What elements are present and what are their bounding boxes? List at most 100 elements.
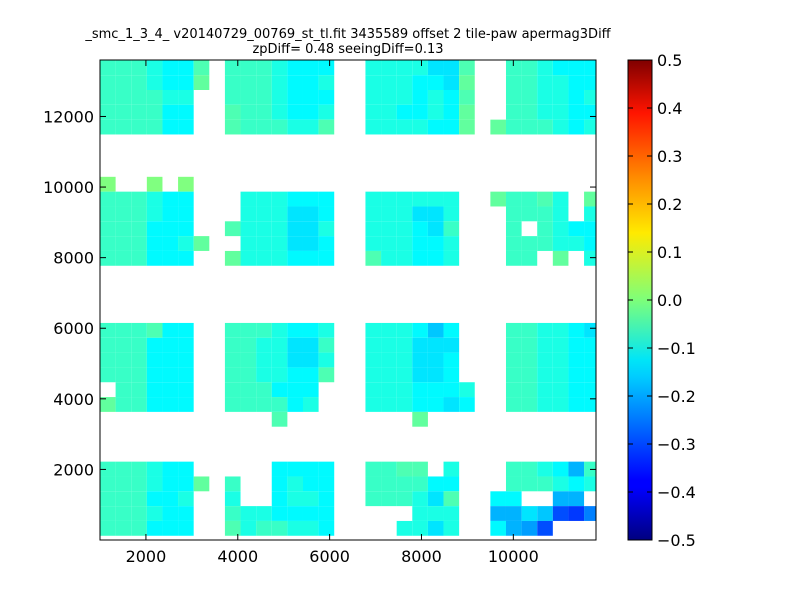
heatmap-cell (505, 191, 522, 207)
heatmap-cell (412, 397, 428, 412)
heatmap-cell (302, 206, 319, 222)
heatmap-cell (427, 119, 444, 135)
heatmap-cell (287, 367, 303, 383)
heatmap-cell (552, 191, 569, 207)
heatmap-cell (271, 119, 288, 135)
heatmap-cell (381, 236, 397, 251)
heatmap-cell (287, 352, 303, 368)
heatmap-cell (287, 491, 303, 507)
heatmap-cell (100, 104, 116, 120)
heatmap-cell (256, 250, 272, 266)
heatmap-cell (131, 382, 147, 398)
x-tick-label: 4000 (217, 547, 258, 566)
heatmap-cell (131, 60, 147, 76)
heatmap-cell (443, 352, 460, 368)
heatmap-cell (381, 221, 397, 237)
heatmap-cell (537, 461, 553, 477)
heatmap-cell (537, 104, 553, 120)
heatmap-cell (521, 236, 538, 251)
heatmap-cell (240, 191, 257, 207)
heatmap-cell (240, 352, 257, 368)
heatmap-cell (115, 90, 132, 105)
heatmap-cell (287, 250, 303, 266)
heatmap-cell (178, 236, 194, 251)
heatmap-cell (240, 75, 257, 90)
heatmap-cell (100, 397, 116, 412)
heatmap-cell (100, 90, 116, 105)
heatmap-cell (537, 75, 553, 90)
heatmap-cell (505, 60, 522, 76)
heatmap-cell (521, 337, 538, 353)
heatmap-cell (505, 236, 522, 251)
heatmap-cell (505, 352, 522, 368)
heatmap-cell (381, 191, 397, 207)
heatmap-cell (178, 176, 194, 192)
heatmap-cell (552, 236, 569, 251)
heatmap-cell (459, 382, 475, 398)
heatmap-cell (396, 520, 413, 536)
heatmap-cell (505, 322, 522, 338)
heatmap-cell (256, 382, 272, 398)
heatmap-cell (568, 397, 585, 412)
heatmap-cell (396, 382, 413, 398)
heatmap-cell (412, 322, 428, 338)
heatmap-cell (552, 250, 569, 266)
heatmap-cell (505, 506, 522, 521)
heatmap-cell (365, 461, 382, 477)
x-tick-label: 2000 (126, 547, 167, 566)
heatmap-cell (584, 191, 596, 207)
heatmap-cell (271, 206, 288, 222)
heatmap-cell (568, 322, 585, 338)
heatmap-cell (521, 191, 538, 207)
heatmap-cell (302, 221, 319, 237)
heatmap-cell (490, 191, 506, 207)
heatmap-cell (115, 397, 132, 412)
heatmap-cell (568, 352, 585, 368)
heatmap-cell (162, 322, 179, 338)
heatmap-cell (271, 520, 288, 536)
heatmap-cell (115, 382, 132, 398)
heatmap-cell (193, 476, 210, 492)
colorbar-tick-label: 0.4 (657, 99, 682, 118)
heatmap-cell (271, 337, 288, 353)
heatmap-cell (256, 337, 272, 353)
heatmap-cell (146, 119, 163, 135)
heatmap-cell (584, 119, 596, 135)
heatmap-cell (505, 90, 522, 105)
heatmap-cell (224, 491, 241, 507)
heatmap-cell (178, 337, 194, 353)
heatmap-cell (240, 520, 257, 536)
heatmap-cell (381, 90, 397, 105)
heatmap-cell (459, 60, 475, 76)
heatmap-cell (100, 176, 116, 192)
heatmap-cell (427, 337, 444, 353)
heatmap-cell (443, 322, 460, 338)
heatmap-cell (287, 104, 303, 120)
heatmap-cell (427, 506, 444, 521)
heatmap-cell (396, 322, 413, 338)
heatmap-cell (100, 119, 116, 135)
heatmap-cell (537, 60, 553, 76)
heatmap-cell (412, 382, 428, 398)
heatmap-cell (256, 352, 272, 368)
heatmap-cell (115, 322, 132, 338)
heatmap-cell (115, 461, 132, 477)
heatmap-cell (193, 60, 210, 76)
heatmap-cell (381, 322, 397, 338)
heatmap-cell (584, 60, 596, 76)
heatmap-cell (365, 397, 382, 412)
heatmap-cell (271, 221, 288, 237)
heatmap-cell (412, 104, 428, 120)
heatmap-cell (240, 506, 257, 521)
heatmap-cell (552, 322, 569, 338)
heatmap-cell (178, 221, 194, 237)
heatmap-cell (302, 367, 319, 383)
y-tick-label: 2000 (53, 460, 94, 479)
heatmap-cell (459, 397, 475, 412)
heatmap-cell (412, 506, 428, 521)
heatmap-cell (178, 90, 194, 105)
heatmap-cell (318, 250, 335, 266)
heatmap-cell (287, 397, 303, 412)
heatmap-cell (443, 382, 460, 398)
